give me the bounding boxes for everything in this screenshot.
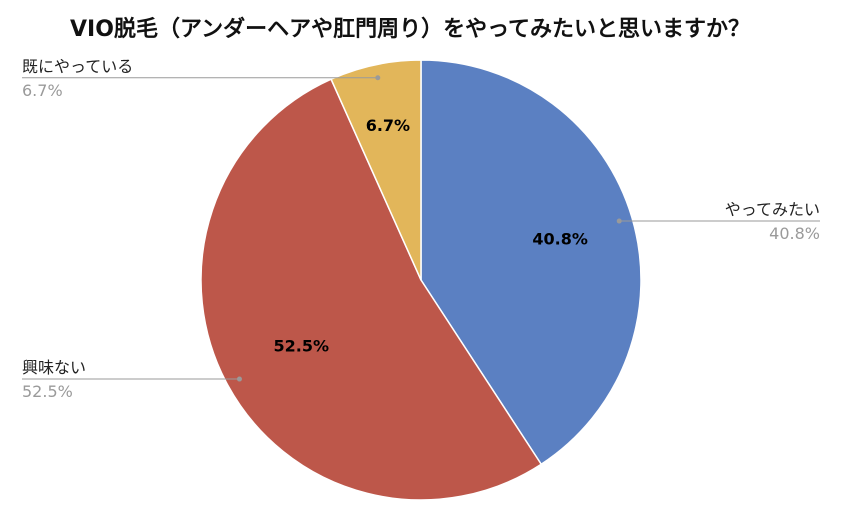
category-label-1: やってみたい — [725, 200, 820, 219]
category-label-3: 既にやっている — [22, 57, 133, 76]
category-label-2: 興味ない — [22, 358, 86, 377]
pie-slice-2 — [200, 78, 543, 501]
category-percent-3: 6.7% — [22, 81, 63, 100]
pie-slices — [200, 59, 642, 501]
slice-value-label-1: 40.8% — [532, 230, 588, 249]
leader-dot-1 — [616, 218, 622, 224]
pie-slice-3 — [330, 59, 422, 281]
leader-dot-2 — [236, 376, 242, 382]
category-percent-2: 52.5% — [22, 382, 73, 401]
category-percent-1: 40.8% — [769, 224, 820, 243]
leader-lines — [22, 75, 820, 382]
slice-labels: 40.8% やってみたい 40.8% 52.5% 興味ない 52.5% 6.7% 既にやってい… — [22, 57, 820, 401]
slice-value-label-2: 52.5% — [274, 336, 330, 355]
chart-title: VIO脱毛（アンダーヘアや肛門周り）をやってみたいと思いますか？ — [70, 16, 750, 42]
leader-dot-3 — [375, 75, 381, 81]
slice-value-label-3: 6.7% — [366, 116, 410, 135]
